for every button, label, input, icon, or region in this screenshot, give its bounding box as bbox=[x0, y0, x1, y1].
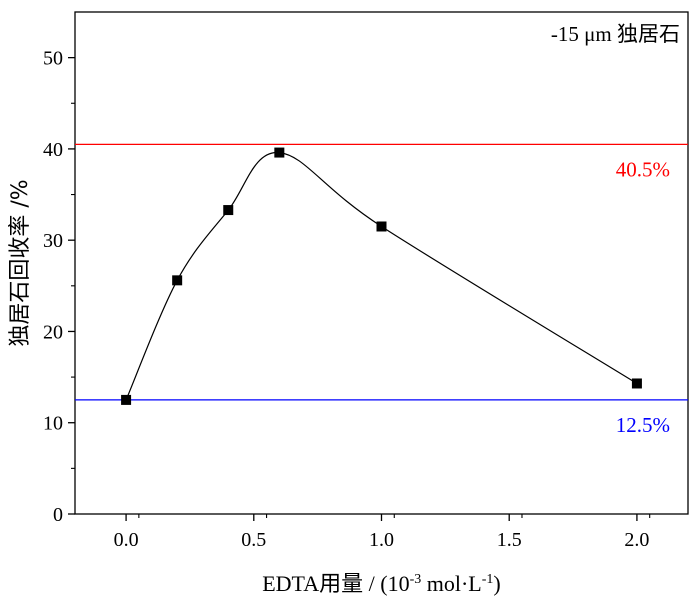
y-tick-label: 50 bbox=[43, 48, 63, 70]
data-points bbox=[121, 147, 642, 405]
x-tick-label: 2.0 bbox=[624, 529, 649, 551]
reference-line-label: 40.5% bbox=[616, 157, 670, 181]
y-tick-label: 20 bbox=[43, 321, 63, 343]
x-axis-title-middle: mol·L bbox=[421, 571, 482, 596]
axis-ticks: 0.0 0.5 1.0 1.5 2.0 0 10 20 30 40 50 bbox=[43, 48, 651, 551]
x-tick-label: 0.5 bbox=[241, 529, 266, 551]
x-tick-label: 1.5 bbox=[497, 529, 522, 551]
data-point bbox=[376, 221, 387, 232]
data-point bbox=[274, 147, 285, 158]
y-tick-label: 10 bbox=[43, 413, 63, 435]
x-tick-label: 1.0 bbox=[369, 529, 394, 551]
data-point bbox=[631, 378, 642, 389]
reference-line-label: 12.5% bbox=[616, 413, 670, 437]
data-point bbox=[121, 394, 132, 405]
data-point bbox=[223, 205, 234, 216]
y-axis-title: 独居石回收率 /% bbox=[8, 179, 33, 346]
sample-annotation: -15 μm 独居石 bbox=[551, 22, 680, 46]
x-axis-title-suffix: ) bbox=[493, 571, 500, 596]
y-tick-label: 0 bbox=[53, 504, 63, 526]
reference-lines: 40.5% 12.5% bbox=[75, 143, 688, 437]
x-axis-title-prefix: EDTA用量 / (10 bbox=[262, 571, 409, 596]
y-tick-label: 40 bbox=[43, 139, 63, 161]
fitted-curve bbox=[125, 151, 638, 401]
x-axis-title-sup1: -3 bbox=[410, 572, 422, 587]
x-tick-label: 0.0 bbox=[114, 529, 139, 551]
y-tick-label: 30 bbox=[43, 230, 63, 252]
data-point bbox=[172, 275, 183, 286]
plot-frame bbox=[74, 11, 689, 515]
x-axis-title: EDTA用量 / (10-3 mol·L-1) bbox=[262, 571, 501, 596]
x-axis-title-sup2: -1 bbox=[482, 572, 494, 587]
